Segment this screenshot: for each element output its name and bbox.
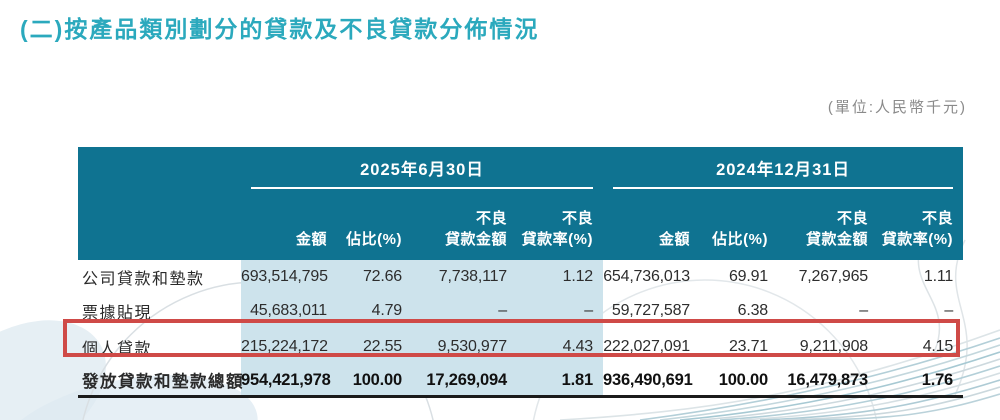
cell: 1.11 (923, 268, 954, 285)
cell: – (859, 302, 868, 319)
cell: 654,736,013 (603, 268, 690, 285)
cell: 7,738,117 (438, 268, 507, 285)
table-row-total: 發放貸款和墊款總額 954,421,978 100.00 17,269,094 … (78, 366, 964, 398)
col-2024-npl-ratio: 不良 貸款率(%) (878, 189, 964, 260)
col-2025-share: 佔比(%) (337, 189, 412, 260)
cell: 954,421,978 (241, 366, 337, 398)
cell: 22.55 (362, 338, 402, 355)
table-row-corporate-loans: 公司貸款和墊款 693,514,795 72.66 7,738,117 1.12… (78, 260, 963, 294)
cell: 9,530,977 (437, 338, 508, 355)
col-2025-amount: 金額 (241, 189, 337, 260)
table-row-personal-loans: 個人貸款 215,224,172 22.55 9,530,977 4.43 22… (78, 328, 963, 366)
header-spacer (78, 147, 241, 189)
cell: – (498, 302, 507, 319)
unit-note: (單位:人民幣千元) (827, 99, 967, 116)
cell: 1.81 (517, 366, 603, 398)
cell: – (584, 302, 593, 319)
cell: 17,269,094 (412, 366, 517, 398)
row-label: 票據貼現 (82, 305, 153, 322)
loan-distribution-table: 2025年6月30日 2024年12月31日 金額 佔比(%) 不良 貸款金額 不… (78, 147, 964, 398)
cell: 59,727,587 (611, 302, 690, 319)
cell: 4.15 (922, 338, 954, 355)
col-2024-share: 佔比(%) (700, 189, 778, 260)
header-spacer (78, 189, 241, 260)
cell: 4.79 (371, 302, 403, 319)
col-2024-npl-amount: 不良 貸款金額 (778, 189, 878, 260)
cell: 72.66 (362, 268, 402, 285)
cell: 100.00 (337, 366, 412, 398)
cell: 6.38 (737, 302, 769, 319)
row-label: 發放貸款和墊款總額 (78, 366, 243, 398)
cell: 100.00 (700, 366, 778, 398)
cell: 1.12 (562, 268, 594, 285)
cell: 1.76 (878, 366, 964, 398)
table-subheader-row: 金額 佔比(%) 不良 貸款金額 不良 貸款率(%) 金額 佔比(%) 不良 貸款金額… (78, 189, 964, 260)
page-title: (二)按產品類別劃分的貸款及不良貸款分佈情況 (20, 16, 540, 42)
cell: 16,479,873 (778, 366, 878, 398)
row-label: 公司貸款和墊款 (82, 271, 205, 288)
cell: 45,683,011 (250, 302, 327, 319)
cell: 693,514,795 (241, 268, 328, 285)
cell: 23.71 (728, 338, 768, 355)
row-label: 個人貸款 (82, 341, 153, 358)
column-group-2024: 2024年12月31日 (603, 147, 964, 189)
cell: 7,267,965 (798, 268, 869, 285)
col-2024-amount: 金額 (603, 189, 700, 260)
cell: – (944, 302, 954, 319)
col-2025-npl-ratio: 不良 貸款率(%) (517, 189, 603, 260)
cell: 222,027,091 (603, 338, 690, 355)
cell: 4.43 (562, 338, 594, 355)
cell: 69.91 (728, 268, 768, 285)
column-group-2025: 2025年6月30日 (241, 147, 603, 189)
col-2025-npl-amount: 不良 貸款金額 (412, 189, 517, 260)
table-row-bill-discounting: 票據貼現 45,683,011 4.79 – – 59,727,587 6.38… (78, 294, 963, 328)
cell: 215,224,172 (241, 338, 328, 355)
cell: 9,211,908 (799, 338, 868, 355)
table-group-header-row: 2025年6月30日 2024年12月31日 (78, 147, 964, 189)
cell: 936,490,691 (603, 366, 700, 398)
